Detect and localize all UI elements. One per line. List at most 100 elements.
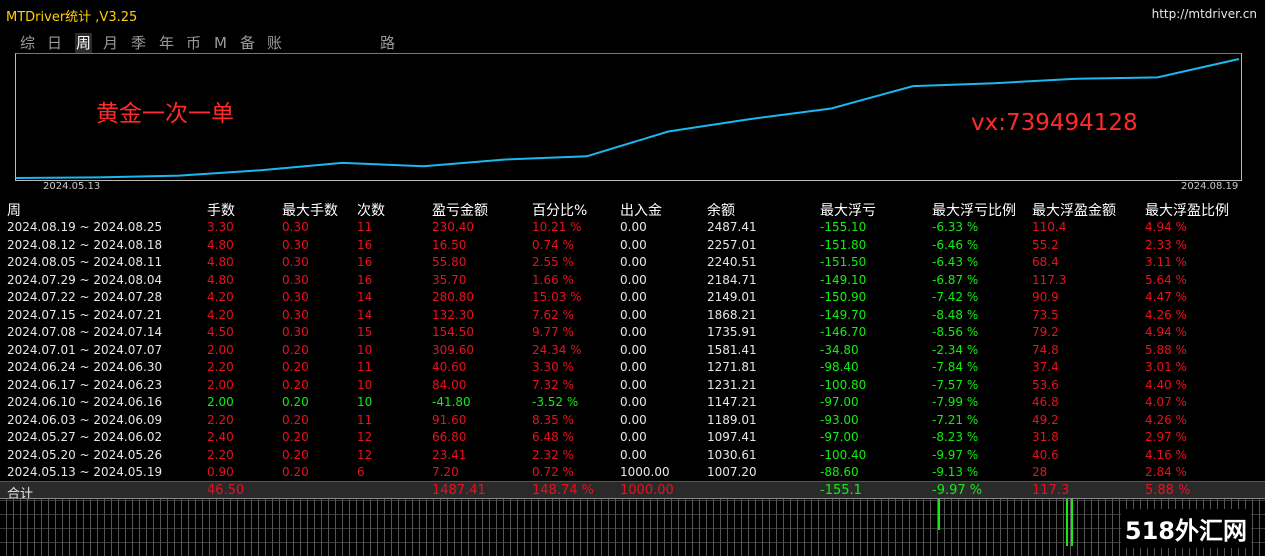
col-header-lots: 手数	[207, 200, 235, 220]
cell-max-float-profit-pct: 4.47 %	[1145, 290, 1187, 304]
equity-chart: 黄金一次一单 vx:739494128	[15, 53, 1242, 181]
cell-percent: 7.32 %	[532, 378, 574, 392]
cell-max-float-loss-pct: -6.43 %	[932, 255, 978, 269]
cell-count: 16	[357, 273, 372, 287]
cell-max-float-loss-pct: -9.97 %	[932, 448, 978, 462]
table-row: 2024.06.24 ~ 2024.06.30 2.20 0.20 11 40.60 3.…	[0, 359, 1265, 376]
cell-lots: 2.20	[207, 448, 234, 462]
cell-pnl: 84.00	[432, 378, 466, 392]
cell-max-float-profit: 110.4	[1032, 220, 1066, 234]
cell-max-float-loss: -100.40	[820, 448, 866, 462]
chart-end-date: 2024.08.19	[1181, 181, 1238, 192]
cell-balance: 1147.21	[707, 395, 757, 409]
cell-count: 10	[357, 378, 372, 392]
cell-lots: 4.20	[207, 308, 234, 322]
title-bar: MTDriver统计 ,V3.25 http://mtdriver.cn	[0, 0, 1265, 30]
col-header-pnl: 盈亏金额	[432, 200, 488, 220]
cell-max-float-profit-pct: 4.26 %	[1145, 413, 1187, 427]
cell-week: 2024.06.24 ~ 2024.06.30	[7, 360, 162, 374]
cell-deposit: 0.00	[620, 430, 647, 444]
cell-max-float-profit-pct: 2.84 %	[1145, 465, 1187, 479]
cell-week: 2024.05.20 ~ 2024.05.26	[7, 448, 162, 462]
tab-1[interactable]: 日	[47, 33, 62, 53]
tab-0[interactable]: 综	[20, 33, 35, 53]
cell-balance: 2257.01	[707, 238, 757, 252]
cell-lots: 3.30	[207, 220, 234, 234]
cell-count: 11	[357, 360, 372, 374]
col-header-max-float-loss: 最大浮亏	[820, 200, 876, 220]
cell-percent: 7.62 %	[532, 308, 574, 322]
site-url-link[interactable]: http://mtdriver.cn	[1152, 7, 1257, 21]
cell-max-lots: 0.30	[282, 273, 309, 287]
cell-max-float-profit: 68.4	[1032, 255, 1059, 269]
cell-pnl: 7.20	[432, 465, 459, 479]
cell-count: 14	[357, 290, 372, 304]
total-pnl: 1487.41	[432, 483, 486, 498]
cell-max-float-loss: -97.00	[820, 395, 859, 409]
cell-max-float-loss-pct: -6.46 %	[932, 238, 978, 252]
col-header-week: 周	[7, 200, 21, 220]
cell-pnl: 132.30	[432, 308, 474, 322]
cell-deposit: 0.00	[620, 290, 647, 304]
cell-percent: 2.32 %	[532, 448, 574, 462]
cell-pnl: 66.80	[432, 430, 466, 444]
cell-week: 2024.08.05 ~ 2024.08.11	[7, 255, 162, 269]
cell-week: 2024.07.22 ~ 2024.07.28	[7, 290, 162, 304]
cell-max-float-loss: -151.50	[820, 255, 866, 269]
cell-deposit: 0.00	[620, 378, 647, 392]
cell-max-float-loss-pct: -7.84 %	[932, 360, 978, 374]
cell-max-lots: 0.20	[282, 378, 309, 392]
cell-deposit: 0.00	[620, 238, 647, 252]
cell-pnl: 40.60	[432, 360, 466, 374]
cell-deposit: 0.00	[620, 343, 647, 357]
cell-balance: 1231.21	[707, 378, 757, 392]
indicator-bar	[938, 499, 940, 530]
total-percent: 148.74 %	[532, 483, 594, 498]
cell-lots: 4.80	[207, 273, 234, 287]
tab-6[interactable]: 币	[186, 33, 201, 53]
cell-max-float-profit-pct: 3.01 %	[1145, 360, 1187, 374]
cell-max-float-loss-pct: -6.87 %	[932, 273, 978, 287]
cell-balance: 2240.51	[707, 255, 757, 269]
cell-max-float-loss-pct: -8.56 %	[932, 325, 978, 339]
cell-max-lots: 0.20	[282, 360, 309, 374]
cell-percent: 2.55 %	[532, 255, 574, 269]
cell-max-float-loss-pct: -7.42 %	[932, 290, 978, 304]
cell-max-float-loss-pct: -6.33 %	[932, 220, 978, 234]
cell-max-float-loss-pct: -2.34 %	[932, 343, 978, 357]
cell-max-float-profit-pct: 4.26 %	[1145, 308, 1187, 322]
cell-week: 2024.08.12 ~ 2024.08.18	[7, 238, 162, 252]
cell-max-float-profit: 28	[1032, 465, 1047, 479]
cell-balance: 1189.01	[707, 413, 757, 427]
total-lots: 46.50	[207, 483, 244, 498]
cell-max-float-profit: 31.8	[1032, 430, 1059, 444]
chart-annotation-left: 黄金一次一单	[96, 94, 234, 128]
cell-max-float-profit-pct: 4.40 %	[1145, 378, 1187, 392]
cell-max-lots: 0.30	[282, 255, 309, 269]
cell-max-float-profit-pct: 5.64 %	[1145, 273, 1187, 287]
tab-4[interactable]: 季	[131, 33, 146, 53]
cell-max-float-profit: 37.4	[1032, 360, 1059, 374]
tab-5[interactable]: 年	[159, 33, 174, 53]
tab-7[interactable]: M	[214, 33, 227, 53]
cell-pnl: 91.60	[432, 413, 466, 427]
cell-max-float-profit: 40.6	[1032, 448, 1059, 462]
col-header-max-float-loss-pct: 最大浮亏比例	[932, 200, 1016, 220]
cell-max-float-profit: 117.3	[1032, 273, 1066, 287]
tab-2[interactable]: 周	[75, 33, 92, 53]
cell-max-float-loss-pct: -8.23 %	[932, 430, 978, 444]
cell-lots: 2.20	[207, 360, 234, 374]
total-max-float-profit: 117.3	[1032, 483, 1069, 498]
chart-start-date: 2024.05.13	[43, 181, 100, 192]
tab-3[interactable]: 月	[103, 33, 118, 53]
cell-balance: 2487.41	[707, 220, 757, 234]
cell-max-float-profit-pct: 4.94 %	[1145, 220, 1187, 234]
cell-pnl: 230.40	[432, 220, 474, 234]
cell-count: 14	[357, 308, 372, 322]
tab-8[interactable]: 备	[240, 33, 255, 53]
cell-max-float-profit-pct: 4.16 %	[1145, 448, 1187, 462]
